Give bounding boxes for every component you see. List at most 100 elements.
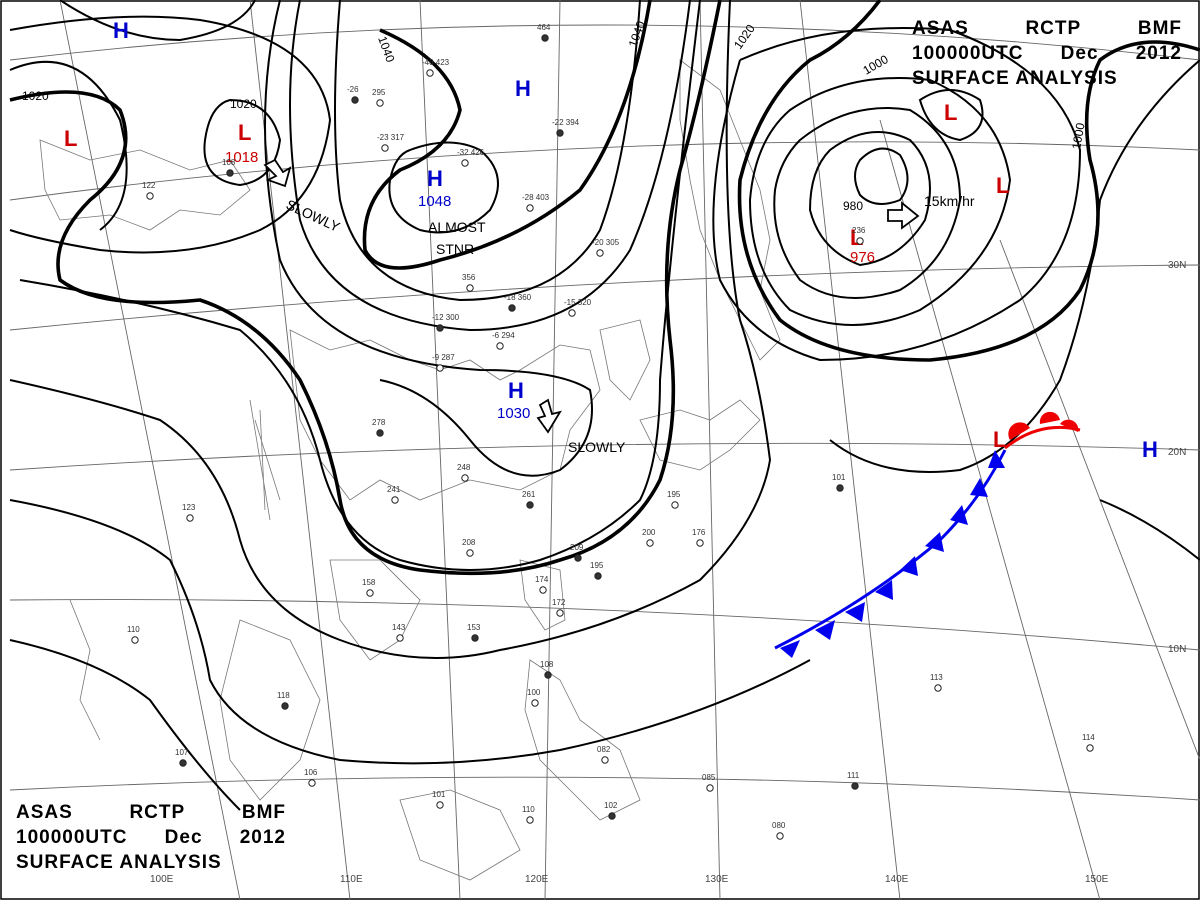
station-plot: 106 bbox=[304, 768, 318, 787]
station-circle bbox=[776, 832, 784, 840]
high-pressure-value: 1048 bbox=[418, 193, 451, 210]
station-plot: 113 bbox=[930, 673, 943, 692]
station-value: 118 bbox=[277, 691, 290, 700]
station-plot: 110 bbox=[522, 805, 535, 824]
station-value: 208 bbox=[462, 538, 476, 547]
station-plot: 108 bbox=[222, 158, 236, 177]
station-value: 261 bbox=[522, 490, 536, 499]
station-plot: -15 320 bbox=[564, 298, 592, 317]
station-plot: 110 bbox=[127, 625, 140, 644]
station-value: 110 bbox=[522, 805, 535, 814]
lat-label: 20N bbox=[1168, 447, 1186, 458]
station-circle bbox=[526, 816, 534, 824]
station-circle bbox=[696, 539, 704, 547]
station-value: 241 bbox=[387, 485, 401, 494]
station-circle bbox=[466, 549, 474, 557]
station-value: 295 bbox=[372, 88, 386, 97]
station-circle bbox=[851, 782, 859, 790]
station-circle bbox=[381, 144, 389, 152]
station-circle bbox=[308, 779, 316, 787]
warm-front bbox=[1004, 411, 1081, 450]
header-bottom-line3: SURFACE ANALYSIS bbox=[16, 852, 222, 873]
station-value: -23 317 bbox=[377, 133, 405, 142]
header-bottom: ASAS RCTP BMF 100000UTC Dec 2012 SURFACE… bbox=[16, 800, 286, 875]
station-value: -6 294 bbox=[492, 331, 515, 340]
station-plot: 176 bbox=[692, 528, 706, 547]
movement-arrows bbox=[263, 158, 920, 434]
station-plot: 085 bbox=[702, 773, 716, 792]
lat-label: 10N bbox=[1168, 644, 1186, 655]
station-plot: 111 bbox=[847, 771, 860, 790]
low-pressure-value: 976 bbox=[850, 249, 875, 266]
station-circle bbox=[508, 304, 516, 312]
header-bottom-line2: 100000UTC Dec 2012 bbox=[16, 825, 286, 850]
station-circle bbox=[706, 784, 714, 792]
station-circle bbox=[351, 96, 359, 104]
station-plot: 153 bbox=[467, 623, 481, 642]
header-top-line2: 100000UTC Dec 2012 bbox=[912, 41, 1182, 66]
station-value: 209 bbox=[570, 543, 584, 552]
station-value: 356 bbox=[462, 273, 476, 282]
station-value: 153 bbox=[467, 623, 481, 632]
high-pressure-symbol: H bbox=[1142, 437, 1158, 462]
station-plot: 209 bbox=[570, 543, 584, 562]
station-value: 236 bbox=[852, 226, 866, 235]
station-value: 108 bbox=[222, 158, 236, 167]
header-agency: ASAS bbox=[912, 18, 969, 39]
station-value: 172 bbox=[552, 598, 566, 607]
isobar-label: 1020 bbox=[731, 22, 758, 52]
station-circle bbox=[836, 484, 844, 492]
station-plot: 118 bbox=[277, 691, 290, 710]
isobars-heavy bbox=[9, 0, 1200, 576]
low-pressure-symbol: L bbox=[996, 173, 1009, 198]
station-plot: 241 bbox=[387, 485, 401, 504]
header-year: 2012 bbox=[239, 827, 286, 848]
station-circle bbox=[646, 539, 654, 547]
station-value: -28 403 bbox=[522, 193, 550, 202]
station-plots: 464 -40 423 295 -26 -23 317 -32 426 -22 394 -28… bbox=[127, 23, 1095, 840]
station-value: 158 bbox=[362, 578, 376, 587]
station-circle bbox=[608, 812, 616, 820]
station-plot: -6 294 bbox=[492, 331, 515, 350]
station-plot: 158 bbox=[362, 578, 376, 597]
station-plot: 356 bbox=[462, 273, 476, 292]
station-plot: 200 bbox=[642, 528, 656, 547]
isobar-label: 1020 bbox=[22, 89, 49, 103]
station-plot: 295 bbox=[372, 88, 386, 107]
station-circle bbox=[544, 671, 552, 679]
lon-label: 100E bbox=[150, 874, 174, 885]
header-top-line3: SURFACE ANALYSIS bbox=[912, 68, 1118, 89]
station-value: 200 bbox=[642, 528, 656, 537]
header-station: RCTP bbox=[1025, 18, 1082, 39]
header-top-line1: ASAS RCTP BMF bbox=[912, 16, 1182, 41]
header-time: 100000UTC bbox=[16, 827, 128, 848]
station-plot: 464 bbox=[537, 23, 551, 42]
station-plot: -18 360 bbox=[504, 293, 532, 312]
low-pressure-symbol: L bbox=[64, 126, 77, 151]
high-pressure-symbol: H bbox=[427, 166, 443, 191]
station-value: 174 bbox=[535, 575, 549, 584]
station-value: -12 300 bbox=[432, 313, 460, 322]
station-plot: 082 bbox=[597, 745, 611, 764]
station-circle bbox=[541, 34, 549, 42]
station-plot: 100 bbox=[527, 688, 541, 707]
high-pressure-value: 1030 bbox=[497, 405, 530, 422]
high-pressure-symbol: H bbox=[515, 76, 531, 101]
pressure-centers: H L L 1018 H 1048 H H 1030 L 976 L L L H bbox=[64, 18, 1158, 462]
station-plot: 174 bbox=[535, 575, 549, 594]
station-value: 106 bbox=[304, 768, 318, 777]
station-value: 248 bbox=[457, 463, 471, 472]
lon-label: 130E bbox=[705, 874, 729, 885]
station-plot: 195 bbox=[667, 490, 681, 509]
station-value: 195 bbox=[667, 490, 681, 499]
cold-front bbox=[774, 449, 1007, 658]
station-circle bbox=[179, 759, 187, 767]
station-circle bbox=[461, 474, 469, 482]
lon-label: 140E bbox=[885, 874, 909, 885]
station-value: 278 bbox=[372, 418, 386, 427]
station-plot: -20 305 bbox=[592, 238, 620, 257]
station-circle bbox=[471, 634, 479, 642]
station-circle bbox=[426, 69, 434, 77]
station-plot: -28 403 bbox=[522, 193, 550, 212]
station-plot: 123 bbox=[182, 503, 196, 522]
